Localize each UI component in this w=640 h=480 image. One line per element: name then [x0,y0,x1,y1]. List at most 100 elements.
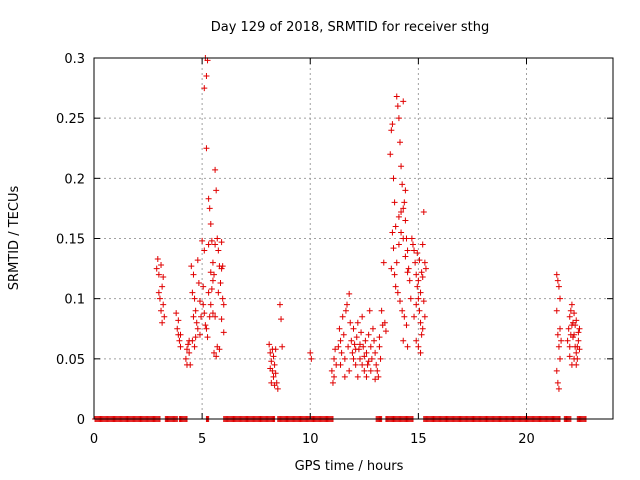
x-axis-label: GPS time / hours [295,459,404,474]
data-point [415,277,422,284]
data-point [350,355,357,362]
grid-lines [94,58,613,419]
data-point [373,361,380,368]
data-point [271,382,278,389]
data-point [199,237,206,244]
data-point [328,367,335,374]
data-point [391,271,398,278]
data-point [188,263,195,270]
data-point [402,187,409,194]
data-point [176,337,183,344]
chart-title: Day 129 of 2018, SRMTID for receiver sth… [211,20,490,35]
y-tick-label: 0.2 [64,172,85,187]
data-point [331,355,338,362]
data-point [272,370,279,377]
data-point [396,139,403,146]
data-point [219,263,226,270]
data-point [335,343,342,350]
y-tick-label: 0.1 [64,293,85,308]
data-point [555,283,562,290]
data-point [418,269,425,276]
data-point [196,298,203,305]
data-point [359,361,366,368]
data-point [194,257,201,264]
data-point [568,322,575,329]
data-point [568,301,575,308]
data-point [404,269,411,276]
data-point [159,283,166,290]
data-point [219,295,226,302]
data-point [183,346,190,353]
data-point [380,259,387,266]
data-point [421,259,428,266]
y-tick-label: 0.3 [64,52,85,67]
data-point [358,329,365,336]
data-point [279,343,286,350]
data-point [407,295,414,302]
data-point [573,361,580,368]
y-tick-label: 0.15 [56,233,85,248]
data-point [390,245,397,252]
data-point [353,334,360,341]
data-point [182,355,189,362]
data-point [566,353,573,360]
data-point [274,385,281,392]
data-point [354,373,361,380]
data-point [576,346,583,353]
data-point [220,301,227,308]
data-point [553,307,560,314]
data-point [565,325,572,332]
data-point [367,343,374,350]
data-point [213,187,220,194]
data-point [406,277,413,284]
data-point [212,166,219,173]
data-point [155,271,162,278]
data-point [345,343,352,350]
data-point [308,355,315,362]
data-point [419,274,426,281]
data-point [376,334,383,341]
data-point [207,269,214,276]
data-point [413,271,420,278]
data-point [389,229,396,236]
data-point [203,145,210,152]
data-point [217,280,224,287]
data-point [307,349,314,356]
data-point [402,253,409,260]
data-point [395,115,402,122]
data-point [201,85,208,92]
data-point [195,280,202,287]
data-point [268,358,275,365]
data-point [411,247,418,254]
data-point [276,301,283,308]
data-point [208,286,215,293]
data-point [205,289,212,296]
data-point [400,205,407,212]
data-point [194,325,201,332]
data-point [362,337,369,344]
data-point [569,334,576,341]
data-point [154,255,161,262]
data-point [266,341,273,348]
data-point [156,295,163,302]
data-point [278,316,285,323]
data-point [211,349,218,356]
data-point [566,313,573,320]
data-point [363,349,370,356]
data-point [359,313,366,320]
data-point [392,223,399,230]
data-point [413,301,420,308]
data-point [177,343,184,350]
data-point [189,337,196,344]
data-point [366,307,373,314]
data-point [192,307,199,314]
data-point [337,337,344,344]
y-tick-label: 0.05 [56,353,85,368]
data-point [557,355,564,362]
data-point [354,319,361,326]
data-point [177,331,184,338]
data-point [368,355,375,362]
data-point [402,217,409,224]
x-tick-label: 0 [90,432,98,447]
data-point [391,199,398,206]
